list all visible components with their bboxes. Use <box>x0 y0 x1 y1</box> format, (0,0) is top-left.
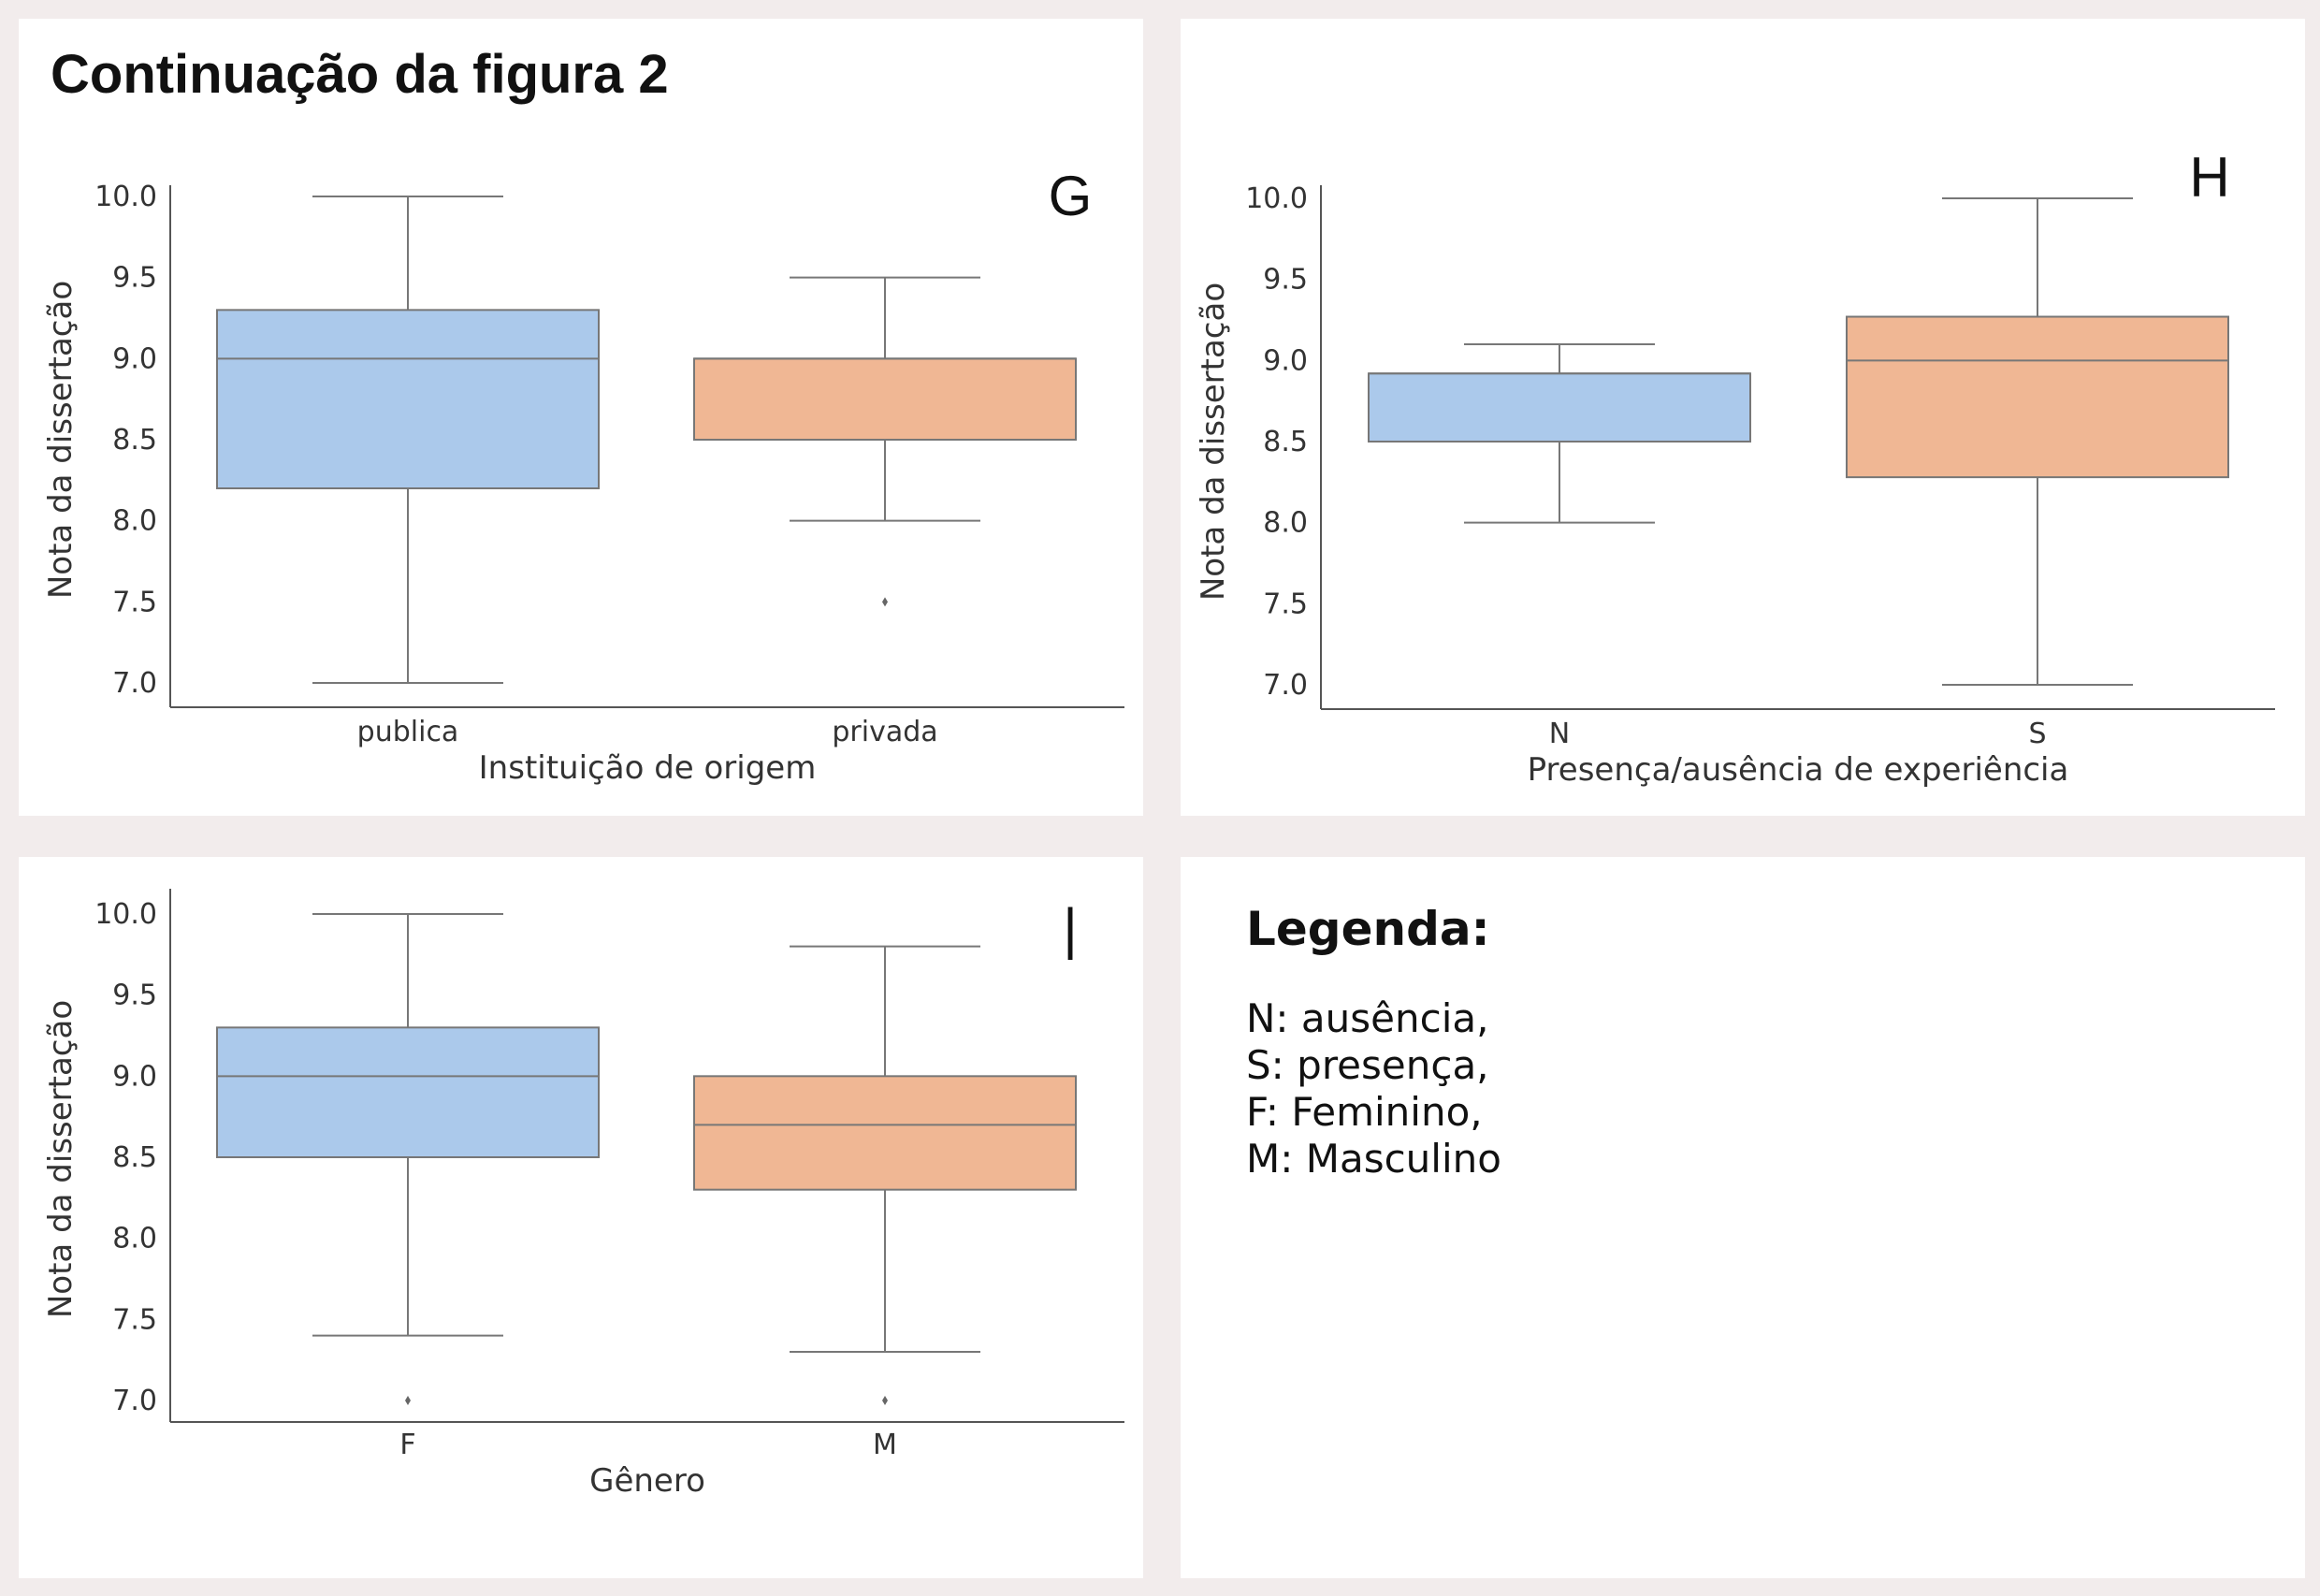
legend-item: M: Masculino <box>1246 1136 1501 1182</box>
x-tick-label: S <box>2028 718 2046 750</box>
x-tick-label: N <box>1549 718 1570 750</box>
y-tick-label: 7.5 <box>1263 588 1308 620</box>
chart-panel-g: Continuação da figura 2 7.0 7.5 8.0 8.5 9.0 9… <box>19 19 1143 816</box>
box-publica <box>216 309 600 490</box>
panel-label: H <box>2189 146 2229 209</box>
legend-title: Legenda: <box>1246 902 1490 956</box>
x-tick-label: privada <box>832 716 937 748</box>
outlier-point <box>405 1396 411 1405</box>
x-tick-label: publica <box>357 716 459 748</box>
box-M <box>693 1075 1077 1191</box>
box-F <box>216 1026 600 1158</box>
y-axis-label: Nota da dissertação <box>42 281 80 599</box>
y-tick-label: 9.5 <box>112 262 157 295</box>
y-tick-label: 10.0 <box>1245 182 1308 215</box>
y-tick-label: 7.5 <box>112 586 157 618</box>
y-tick-label: 9.0 <box>112 1060 157 1093</box>
y-axis-label: Nota da dissertação <box>42 1000 80 1318</box>
y-axis-label: Nota da dissertação <box>1195 283 1232 601</box>
y-tick-label: 10.0 <box>94 181 157 213</box>
y-tick-label: 8.5 <box>112 1141 157 1174</box>
x-tick-label: M <box>873 1429 897 1461</box>
x-tick-label: F <box>399 1429 415 1461</box>
box-privada <box>693 357 1077 442</box>
y-tick-label: 9.5 <box>1263 264 1308 297</box>
y-tick-label: 8.5 <box>112 424 157 457</box>
x-axis-label: Presença/ausência de experiência <box>1528 751 2069 789</box>
legend-panel: Legenda: N: ausência, S: presença, F: Fe… <box>1181 857 2305 1578</box>
boxplot-g: 7.0 7.5 8.0 8.5 9.0 9.5 10.0 publica privada Inst… <box>42 165 1124 787</box>
legend-list: N: ausência, S: presença, F: Feminino, M… <box>1246 995 1501 1182</box>
y-tick-label: 9.0 <box>112 342 157 375</box>
figure-title: Continuação da figura 2 <box>51 44 669 105</box>
y-tick-label: 7.0 <box>112 667 157 700</box>
y-tick-label: 8.0 <box>112 1223 157 1255</box>
boxplot-h: 7.0 7.5 8.0 8.5 9.0 9.5 10.0 N SPresença/ausênci… <box>1195 146 2275 789</box>
box-N <box>1368 372 1751 443</box>
chart-panel-h: 7.0 7.5 8.0 8.5 9.0 9.5 10.0 N S Presença/ausênci… <box>1181 19 2305 816</box>
box-S <box>1846 315 2229 479</box>
outlier-point <box>882 597 888 607</box>
panel-label: | <box>1063 897 1078 960</box>
y-tick-label: 7.0 <box>1263 669 1308 702</box>
legend-item: N: ausência, <box>1246 995 1489 1041</box>
y-tick-label: 7.0 <box>112 1385 157 1417</box>
boxplot-i: 7.0 7.5 8.0 8.5 9.0 9.5 10.0 F M Gênero Nota da di… <box>42 889 1124 1500</box>
x-axis-label: Gênero <box>589 1462 705 1500</box>
y-tick-label: 8.5 <box>1263 426 1308 458</box>
outlier-point <box>882 1396 888 1405</box>
legend-item: F: Feminino, <box>1246 1089 1483 1135</box>
y-tick-label: 9.5 <box>112 979 157 1012</box>
y-tick-label: 9.0 <box>1263 344 1308 377</box>
y-tick-label: 10.0 <box>94 898 157 931</box>
y-tick-label: 8.0 <box>112 505 157 538</box>
y-tick-label: 8.0 <box>1263 507 1308 540</box>
chart-panel-i: 7.0 7.5 8.0 8.5 9.0 9.5 10.0 F M Gênero Nota da di… <box>19 857 1143 1578</box>
x-axis-label: Instituição de origem <box>479 749 817 787</box>
legend-item: S: presença, <box>1246 1042 1489 1088</box>
panel-label: G <box>1049 165 1093 227</box>
y-tick-label: 7.5 <box>112 1303 157 1336</box>
